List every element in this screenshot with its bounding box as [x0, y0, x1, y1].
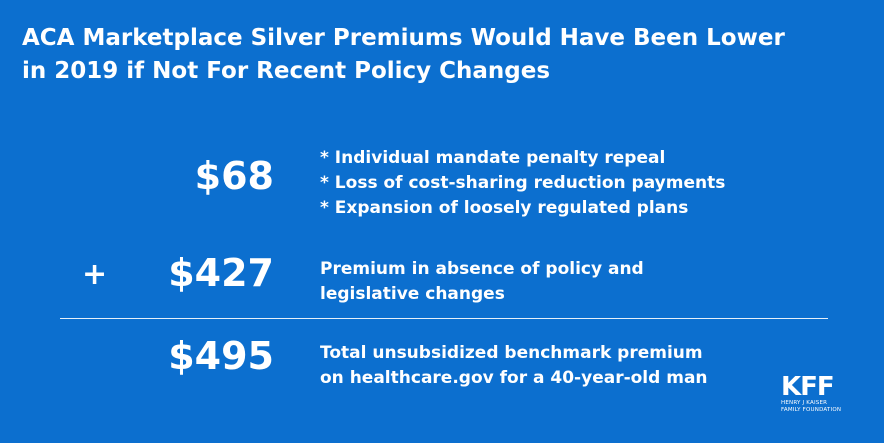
list-item: * Loss of cost-sharing reduction payment… [320, 173, 726, 193]
description-line: Total unsubsidized benchmark premium [320, 343, 703, 363]
logo-subtitle-line-2: FAMILY FOUNDATION [781, 407, 842, 413]
list-item: * Individual mandate penalty repeal [320, 148, 666, 168]
logo-mark: KFF [781, 372, 835, 402]
title-line-2: in 2019 if Not For Recent Policy Changes [22, 58, 551, 84]
plus-sign: + [82, 257, 108, 292]
amount-total-premium: $495 [168, 334, 274, 378]
total-premium-description: Total unsubsidized benchmark premium on … [320, 341, 840, 391]
amount-mandate-effects: $68 [194, 154, 274, 198]
page-title: ACA Marketplace Silver Premiums Would Ha… [22, 22, 862, 88]
sum-divider [60, 318, 828, 319]
policy-changes-list: * Individual mandate penalty repeal * Lo… [320, 146, 840, 221]
amount-baseline-premium: $427 [168, 251, 274, 295]
description-line: Premium in absence of policy and [320, 259, 644, 279]
logo-subtitle-line-1: HENRY J KAISER [781, 400, 828, 406]
list-item: * Expansion of loosely regulated plans [320, 198, 689, 218]
description-line: legislative changes [320, 284, 505, 304]
kff-logo: KFF HENRY J KAISER FAMILY FOUNDATION [781, 374, 861, 414]
description-line: on healthcare.gov for a 40-year-old man [320, 368, 708, 388]
title-line-1: ACA Marketplace Silver Premiums Would Ha… [22, 25, 785, 51]
baseline-premium-description: Premium in absence of policy and legisla… [320, 257, 840, 307]
